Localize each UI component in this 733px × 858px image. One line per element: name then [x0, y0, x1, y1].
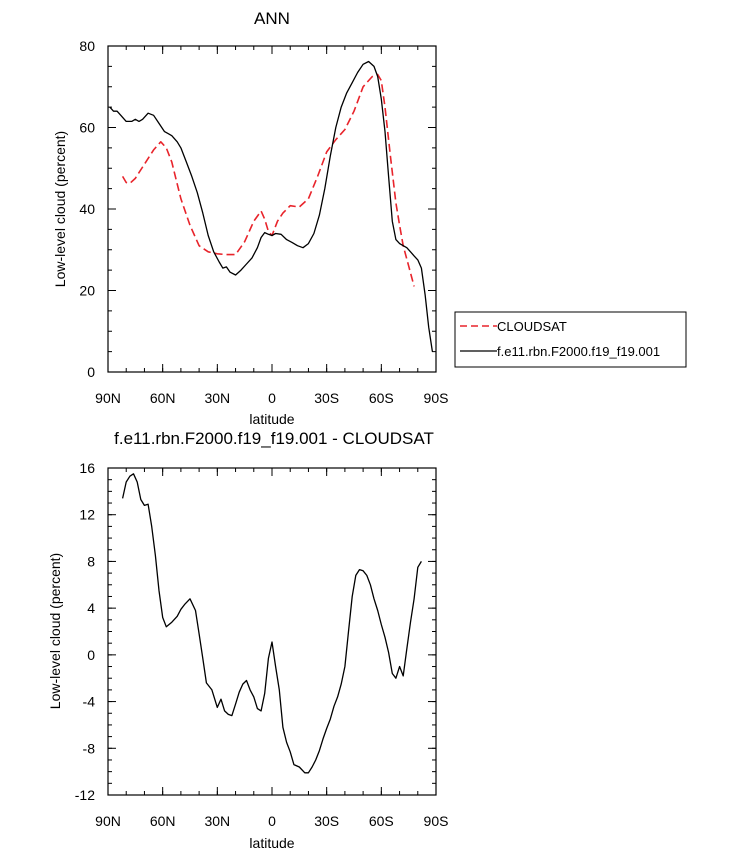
top-x-tick-label: 60N: [150, 390, 176, 406]
top-ticks: 90N 60N 30N 0 30S 60S 90S 0 20 40 60 80: [79, 38, 448, 406]
bottom-y-tick-label: 12: [79, 507, 95, 523]
legend-label-model: f.e11.rbn.F2000.f19_f19.001: [497, 344, 660, 359]
bottom-y-tick-label: -12: [75, 787, 95, 803]
top-x-tick-label: 30N: [204, 390, 230, 406]
top-series-line-0: [121, 73, 415, 287]
bottom-x-tick-label: 30N: [204, 813, 230, 829]
top-plot-frame: [107, 45, 437, 373]
bottom-y-axis-label: Low-level cloud (percent): [47, 553, 63, 709]
top-lines: [109, 60, 434, 352]
bottom-lines: [121, 473, 422, 774]
top-y-tick-label: 80: [79, 38, 95, 54]
bottom-series-line-0: [121, 473, 422, 774]
top-x-axis-label: latitude: [249, 411, 294, 427]
top-panel: ANN 90N 60N 30N 0 30S 60S 90S 0 20 40 60 80 latitud…: [52, 9, 448, 427]
bottom-x-tick-label: 30S: [314, 813, 339, 829]
legend-label-cloudsat: CLOUDSAT: [497, 319, 567, 334]
bottom-y-tick-label: 8: [87, 553, 95, 569]
top-y-tick-label: 60: [79, 120, 95, 136]
bottom-y-tick-label: -4: [83, 694, 96, 710]
top-x-tick-label: 0: [268, 390, 276, 406]
bottom-x-tick-label: 60S: [369, 813, 394, 829]
bottom-plot-frame: [107, 467, 437, 796]
top-y-tick-label: 0: [87, 364, 95, 380]
bottom-panel: f.e11.rbn.F2000.f19_f19.001 - CLOUDSAT 9…: [47, 429, 448, 851]
legend: CLOUDSAT f.e11.rbn.F2000.f19_f19.001: [454, 311, 687, 368]
top-x-tick-label: 90S: [424, 390, 449, 406]
bottom-x-tick-label: 90N: [95, 813, 121, 829]
bottom-x-axis-label: latitude: [249, 835, 294, 851]
top-x-tick-label: 90N: [95, 390, 121, 406]
top-series-line-1: [109, 60, 434, 352]
legend-box: [454, 311, 687, 368]
bottom-y-tick-label: 16: [79, 460, 95, 476]
bottom-x-tick-label: 0: [268, 813, 276, 829]
bottom-ticks: 90N 60N 30N 0 30S 60S 90S -12 -8 -4 0 4 8 12 16: [75, 460, 449, 829]
bottom-chart-title: f.e11.rbn.F2000.f19_f19.001 - CLOUDSAT: [114, 429, 434, 448]
top-y-tick-label: 20: [79, 283, 95, 299]
bottom-y-tick-label: 4: [87, 600, 95, 616]
top-y-axis-label: Low-level cloud (percent): [52, 131, 68, 287]
bottom-y-tick-label: -8: [83, 740, 96, 756]
top-y-tick-label: 40: [79, 201, 95, 217]
top-x-tick-label: 30S: [314, 390, 339, 406]
top-chart-title: ANN: [254, 9, 290, 28]
bottom-x-tick-label: 90S: [424, 813, 449, 829]
bottom-x-tick-label: 60N: [150, 813, 176, 829]
top-x-tick-label: 60S: [369, 390, 394, 406]
bottom-y-tick-label: 0: [87, 647, 95, 663]
